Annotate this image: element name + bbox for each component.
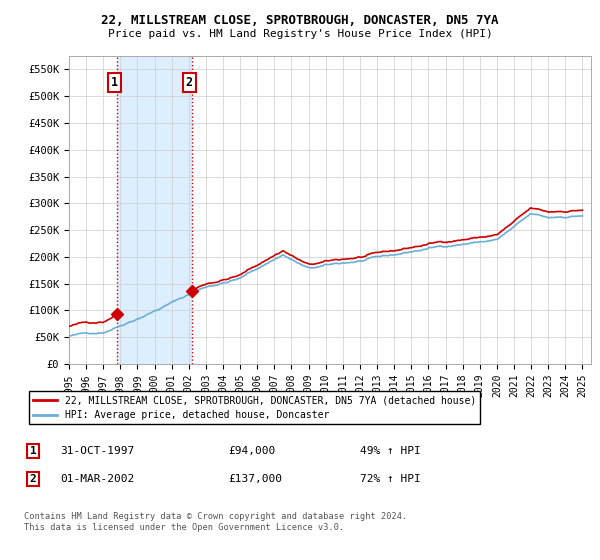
Text: £137,000: £137,000 <box>228 474 282 484</box>
Text: 1: 1 <box>112 76 118 89</box>
Text: 31-OCT-1997: 31-OCT-1997 <box>60 446 134 456</box>
Text: 01-MAR-2002: 01-MAR-2002 <box>60 474 134 484</box>
Text: 49% ↑ HPI: 49% ↑ HPI <box>360 446 421 456</box>
Bar <box>118 56 191 364</box>
Text: Contains HM Land Registry data © Crown copyright and database right 2024.
This d: Contains HM Land Registry data © Crown c… <box>24 512 407 532</box>
Text: 2: 2 <box>29 474 37 484</box>
Legend: 22, MILLSTREAM CLOSE, SPROTBROUGH, DONCASTER, DN5 7YA (detached house), HPI: Ave: 22, MILLSTREAM CLOSE, SPROTBROUGH, DONCA… <box>29 391 480 424</box>
Text: £94,000: £94,000 <box>228 446 275 456</box>
Text: Price paid vs. HM Land Registry's House Price Index (HPI): Price paid vs. HM Land Registry's House … <box>107 29 493 39</box>
Text: 72% ↑ HPI: 72% ↑ HPI <box>360 474 421 484</box>
Text: 1: 1 <box>29 446 37 456</box>
Text: 2: 2 <box>185 76 193 89</box>
Text: 22, MILLSTREAM CLOSE, SPROTBROUGH, DONCASTER, DN5 7YA: 22, MILLSTREAM CLOSE, SPROTBROUGH, DONCA… <box>101 14 499 27</box>
